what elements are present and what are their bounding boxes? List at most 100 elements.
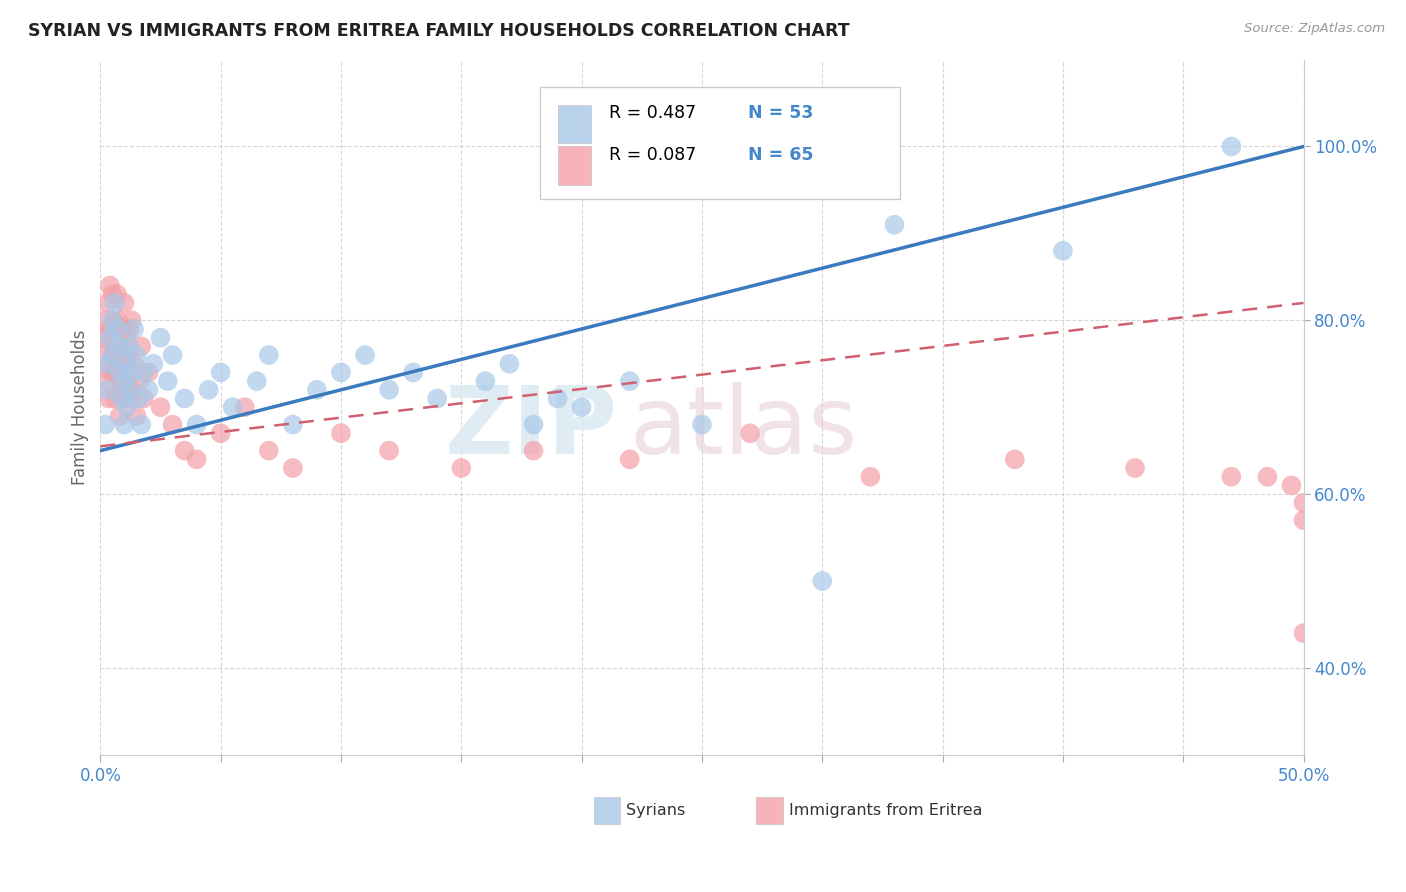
Point xyxy=(120,366,142,380)
Point xyxy=(111,383,134,397)
Point xyxy=(1292,626,1315,640)
Point xyxy=(149,331,172,345)
FancyBboxPatch shape xyxy=(558,146,592,185)
Text: N = 53: N = 53 xyxy=(748,104,813,122)
Point xyxy=(97,383,120,397)
Point xyxy=(474,374,496,388)
Point xyxy=(101,348,124,362)
Point xyxy=(142,357,165,371)
Point xyxy=(112,357,135,371)
Point xyxy=(1220,139,1243,153)
Point xyxy=(125,348,148,362)
Point xyxy=(522,443,544,458)
Point xyxy=(97,339,120,353)
Point xyxy=(118,339,141,353)
Point xyxy=(128,374,150,388)
Point xyxy=(105,348,128,362)
Point xyxy=(115,331,138,345)
Point xyxy=(115,383,138,397)
Point xyxy=(98,278,121,293)
Point xyxy=(222,401,245,415)
Point xyxy=(104,392,127,406)
Point xyxy=(101,313,124,327)
Point xyxy=(402,366,425,380)
Point xyxy=(378,443,401,458)
FancyBboxPatch shape xyxy=(593,797,620,824)
Point xyxy=(114,392,136,406)
Point xyxy=(96,374,118,388)
Point xyxy=(108,366,131,380)
Point xyxy=(330,426,353,441)
Point xyxy=(1052,244,1074,258)
Point xyxy=(186,452,208,467)
Point xyxy=(450,461,472,475)
Point xyxy=(811,574,834,588)
Point xyxy=(122,322,145,336)
Point xyxy=(100,366,122,380)
Point xyxy=(1004,452,1026,467)
Text: R = 0.087: R = 0.087 xyxy=(609,145,696,164)
Point xyxy=(111,322,134,336)
Point xyxy=(129,417,152,432)
Point xyxy=(121,313,143,327)
Point xyxy=(162,417,184,432)
Point xyxy=(498,357,520,371)
Point xyxy=(197,383,219,397)
Point xyxy=(690,417,713,432)
Point xyxy=(571,401,593,415)
Point xyxy=(209,426,232,441)
Point xyxy=(281,461,304,475)
Point xyxy=(115,401,138,415)
Point xyxy=(128,392,150,406)
Point xyxy=(104,296,127,310)
Text: Source: ZipAtlas.com: Source: ZipAtlas.com xyxy=(1244,22,1385,36)
Text: N = 65: N = 65 xyxy=(748,145,813,164)
Text: atlas: atlas xyxy=(630,382,858,474)
Point xyxy=(619,374,641,388)
Point xyxy=(132,392,155,406)
Point xyxy=(94,417,117,432)
Point xyxy=(138,383,160,397)
Point xyxy=(105,287,128,301)
Point xyxy=(118,383,141,397)
Point xyxy=(118,392,141,406)
Point xyxy=(354,348,377,362)
Point xyxy=(378,383,401,397)
Point xyxy=(209,366,232,380)
Point xyxy=(738,426,761,441)
Point xyxy=(281,417,304,432)
Point xyxy=(110,357,132,371)
Point xyxy=(108,374,131,388)
Point xyxy=(121,366,143,380)
Point xyxy=(149,401,172,415)
Point xyxy=(98,331,121,345)
Point xyxy=(118,322,141,336)
Point xyxy=(94,313,117,327)
Text: R = 0.487: R = 0.487 xyxy=(609,104,696,122)
Point xyxy=(104,339,127,353)
Point xyxy=(103,313,125,327)
Point xyxy=(173,443,195,458)
Point xyxy=(883,218,905,232)
Point xyxy=(305,383,328,397)
Point xyxy=(162,348,184,362)
Point xyxy=(125,409,148,423)
Point xyxy=(257,348,280,362)
Point xyxy=(122,357,145,371)
Point xyxy=(97,357,120,371)
Point xyxy=(108,409,131,423)
Point xyxy=(1281,478,1303,492)
Point xyxy=(186,417,208,432)
Point xyxy=(1292,513,1315,527)
Point xyxy=(121,383,143,397)
Point xyxy=(98,322,121,336)
Point xyxy=(91,331,114,345)
Point xyxy=(129,339,152,353)
Point xyxy=(233,401,256,415)
FancyBboxPatch shape xyxy=(756,797,783,824)
Y-axis label: Family Households: Family Households xyxy=(72,329,89,485)
Point xyxy=(246,374,269,388)
Point xyxy=(115,357,138,371)
Point xyxy=(101,287,124,301)
Point xyxy=(156,374,179,388)
